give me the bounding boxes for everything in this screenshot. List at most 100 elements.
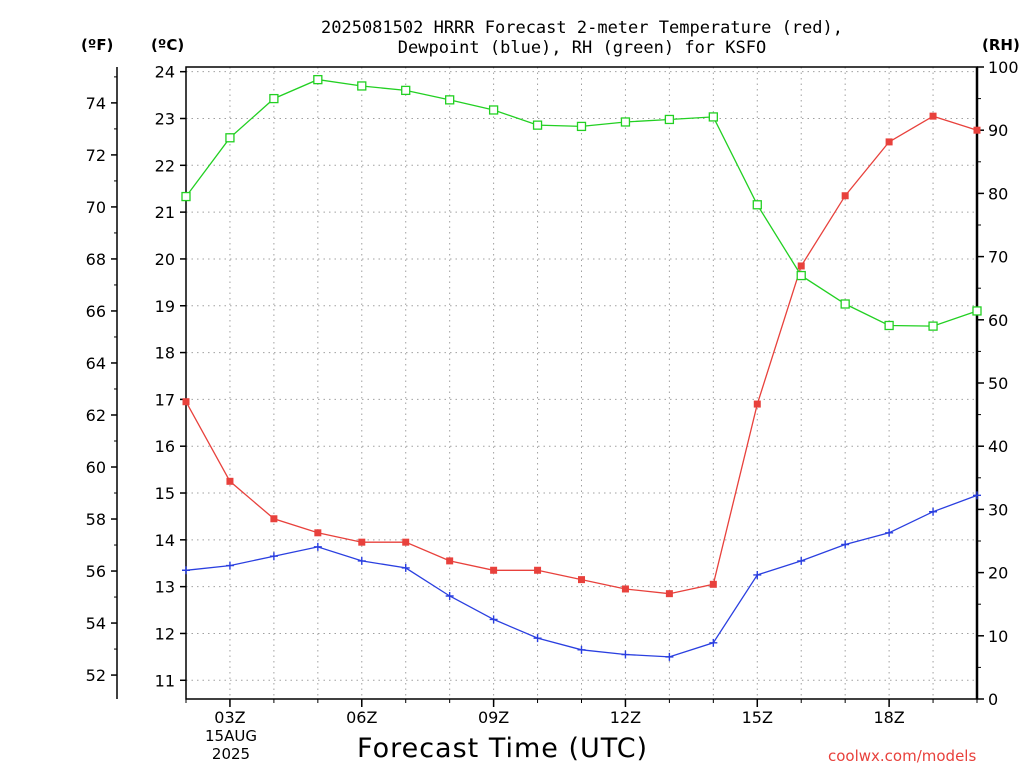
rh-tick-label: 30	[988, 500, 1008, 519]
rh-point	[181, 191, 191, 202]
fahrenheit-tick-label: 56	[86, 562, 106, 581]
dewpoint-point	[401, 563, 410, 572]
rh-tick-label: 50	[988, 374, 1008, 393]
axes: 11 12 13 14 15 16 17 18 19 20 21 22 23 24 52 54 56 58 60 62…	[86, 58, 1019, 727]
dewpoint-point	[665, 652, 674, 661]
dewpoint-point	[489, 615, 498, 624]
site-credit: coolwx.com/models	[828, 747, 977, 765]
fahrenheit-tick-label: 62	[86, 406, 106, 425]
rh-point	[752, 200, 762, 210]
dewpoint-point	[841, 540, 850, 549]
dewpoint-point	[269, 552, 278, 561]
temperature-point	[885, 138, 893, 146]
rh-point	[401, 85, 411, 96]
x-tick-label: 15Z	[742, 708, 773, 727]
temperature-point	[841, 192, 849, 200]
rh-point	[620, 117, 631, 127]
rh-point	[796, 270, 806, 281]
celsius-tick-label: 22	[155, 156, 175, 175]
dewpoint-point	[885, 528, 894, 537]
fahrenheit-tick-label: 68	[86, 250, 106, 269]
data-series	[181, 74, 982, 661]
celsius-tick-label: 16	[155, 437, 175, 456]
dewpoint-point	[709, 638, 718, 647]
temperature-point	[534, 566, 542, 574]
temperature-point	[709, 580, 717, 588]
x-axis-label: Forecast Time (UTC)	[357, 733, 649, 764]
dewpoint-point	[973, 491, 981, 500]
fahrenheit-tick-label: 60	[86, 458, 106, 477]
temperature-point	[665, 590, 673, 598]
rh-tick-label: 90	[988, 121, 1008, 140]
dewpoint-point	[621, 650, 630, 659]
rh-point	[357, 81, 367, 91]
temperature-point	[621, 585, 629, 593]
dewpoint-point	[445, 592, 454, 601]
x-tick-label: 03Z	[214, 708, 245, 727]
date-label-year: 2025	[211, 745, 251, 763]
dewpoint-point	[313, 542, 322, 551]
temperature-point	[446, 557, 454, 565]
dewpoint-point	[797, 556, 806, 565]
rh-point	[708, 112, 718, 122]
rh-point	[269, 93, 279, 104]
celsius-tick-label: 13	[155, 578, 175, 597]
celsius-tick-label: 12	[155, 624, 175, 643]
temperature-point	[402, 538, 410, 546]
rh-point	[488, 105, 499, 115]
temperature-point	[753, 400, 761, 408]
fahrenheit-tick-label: 54	[86, 614, 106, 633]
x-tick-label: 12Z	[610, 708, 641, 727]
celsius-tick-label: 23	[155, 109, 175, 128]
rh-point	[972, 306, 982, 316]
fahrenheit-tick-label: 70	[86, 198, 106, 217]
celsius-tick-label: 11	[155, 671, 175, 690]
rh-point	[884, 320, 894, 331]
celsius-tick-label: 20	[155, 250, 175, 269]
celsius-tick-label: 18	[155, 344, 175, 363]
temperature-point	[929, 112, 937, 120]
rh-tick-label: 20	[988, 564, 1008, 583]
fahrenheit-tick-label: 74	[86, 94, 106, 113]
x-tick-label: 18Z	[873, 708, 904, 727]
rh-point	[532, 120, 543, 130]
temperature-point	[797, 262, 805, 270]
x-tick-label: 06Z	[346, 708, 377, 727]
fahrenheit-axis-unit: (ºF)	[81, 36, 114, 54]
fahrenheit-tick-label: 52	[86, 666, 106, 685]
rh-tick-label: 80	[988, 184, 1008, 203]
celsius-tick-label: 21	[155, 203, 175, 222]
celsius-axis-unit: (ºC)	[151, 36, 185, 54]
rh-axis-unit: (RH)	[982, 36, 1020, 54]
rh-point	[445, 95, 455, 105]
celsius-tick-label: 14	[155, 531, 175, 550]
fahrenheit-tick-label: 58	[86, 510, 106, 529]
rh-tick-label: 60	[988, 311, 1008, 330]
dewpoint-point	[182, 566, 190, 575]
temperature-point	[490, 566, 498, 574]
celsius-tick-label: 24	[155, 63, 175, 82]
celsius-tick-label: 17	[155, 390, 175, 409]
rh-point	[576, 121, 587, 132]
rh-point	[313, 74, 323, 85]
chart-title-line-2: Dewpoint (blue), RH (green) for KSFO	[397, 38, 767, 58]
dewpoint-point	[929, 507, 938, 516]
grid-lines	[186, 67, 977, 699]
x-tick-label: 09Z	[478, 708, 509, 727]
temperature-point	[973, 126, 981, 134]
temperature-point	[578, 576, 585, 584]
dewpoint-point	[577, 645, 586, 654]
rh-tick-label: 10	[988, 627, 1008, 646]
rh-point	[664, 114, 675, 125]
fahrenheit-tick-label: 64	[86, 354, 106, 373]
rh-point	[928, 321, 938, 331]
dewpoint-point	[225, 561, 234, 570]
rh-tick-label: 100	[988, 58, 1019, 77]
date-label-day: 15AUG	[205, 727, 257, 745]
rh-tick-label: 70	[988, 248, 1008, 267]
temperature-point	[358, 538, 366, 546]
temperature-point	[314, 529, 322, 537]
rh-tick-label: 0	[988, 690, 998, 709]
series-line-0	[185, 115, 978, 595]
